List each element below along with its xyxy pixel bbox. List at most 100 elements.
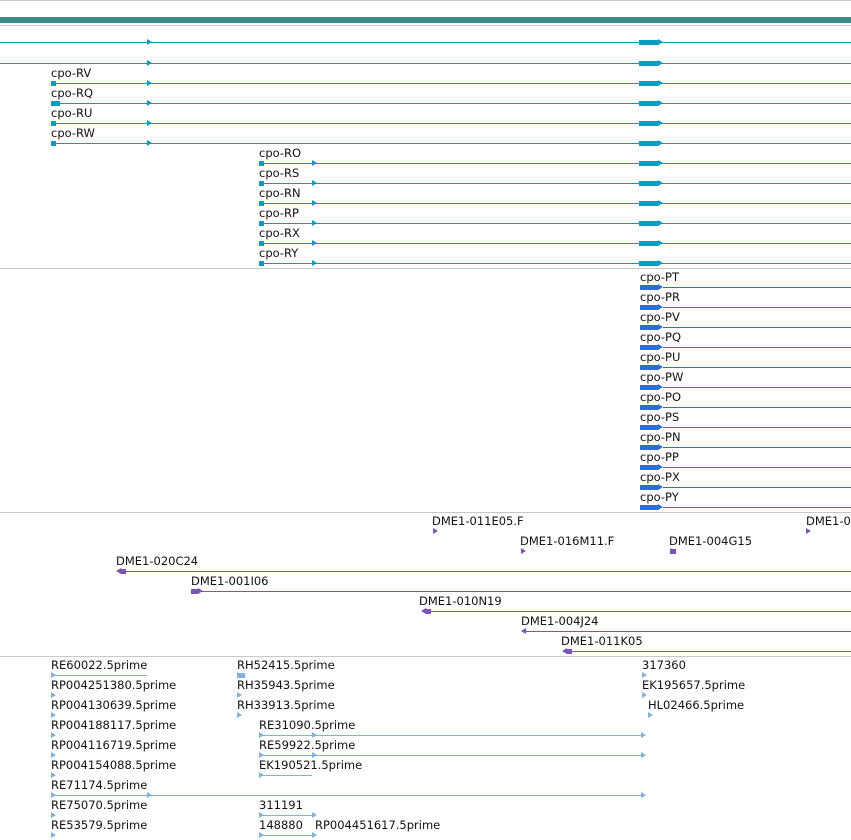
- clone-line[interactable]: [191, 591, 851, 592]
- transcript-exon[interactable]: [639, 121, 658, 126]
- transcript-line[interactable]: [259, 263, 851, 264]
- est-label: RE60022.5prime: [51, 658, 148, 672]
- transcript-exon[interactable]: [259, 161, 264, 166]
- transcript-line[interactable]: [259, 203, 851, 204]
- transcript-line[interactable]: [51, 103, 851, 104]
- est-label: EK190521.5prime: [259, 758, 363, 772]
- est-right-arrow-icon: [51, 672, 56, 678]
- cds-line[interactable]: [663, 487, 851, 488]
- cds-exon[interactable]: [640, 285, 658, 290]
- cds-exon[interactable]: [640, 365, 658, 370]
- transcript-right-arrow-icon: [312, 240, 317, 246]
- transcript-exon[interactable]: [639, 201, 658, 206]
- est-right-arrow-icon: [51, 692, 56, 698]
- transcript-exon[interactable]: [259, 221, 264, 226]
- cds-exon[interactable]: [640, 445, 658, 450]
- est-right-arrow-icon: [51, 832, 56, 838]
- cds-exon[interactable]: [640, 305, 658, 310]
- transcript-exon[interactable]: [639, 161, 658, 166]
- cds-line[interactable]: [663, 287, 851, 288]
- cds-line[interactable]: [663, 387, 851, 388]
- est-right-arrow-icon: [259, 832, 264, 838]
- clone-line[interactable]: [426, 611, 851, 612]
- est-line[interactable]: [259, 755, 641, 756]
- est-line[interactable]: [259, 775, 312, 776]
- transcript-exon[interactable]: [51, 141, 56, 146]
- transcript-right-arrow-icon: [658, 60, 663, 66]
- cds-line[interactable]: [663, 407, 851, 408]
- transcript-exon[interactable]: [639, 141, 658, 146]
- transcript-line[interactable]: [259, 163, 851, 164]
- est-line[interactable]: [259, 835, 312, 836]
- cds-exon[interactable]: [640, 465, 658, 470]
- transcript-exon[interactable]: [639, 241, 658, 246]
- clone-left-arrow-icon: [116, 568, 121, 574]
- gene-span-bar[interactable]: [0, 17, 851, 23]
- transcript-right-arrow-icon: [658, 140, 663, 146]
- transcript-exon[interactable]: [51, 121, 56, 126]
- cds-line[interactable]: [663, 447, 851, 448]
- cds-label: cpo-PV: [640, 310, 680, 324]
- cds-line[interactable]: [663, 327, 851, 328]
- clone-line[interactable]: [121, 571, 851, 572]
- transcript-line[interactable]: [259, 223, 851, 224]
- transcript-exon[interactable]: [259, 261, 264, 266]
- est-line[interactable]: [51, 795, 641, 796]
- cds-exon[interactable]: [640, 485, 658, 490]
- cds-line[interactable]: [663, 347, 851, 348]
- clone-exon[interactable]: [567, 649, 572, 654]
- clone-line[interactable]: [567, 651, 851, 652]
- est-line[interactable]: [51, 675, 147, 676]
- cds-line[interactable]: [663, 367, 851, 368]
- cds-label: cpo-PO: [640, 390, 682, 404]
- transcript-exon[interactable]: [639, 40, 658, 45]
- transcript-exon[interactable]: [259, 181, 264, 186]
- cds-line[interactable]: [663, 427, 851, 428]
- clone-label: DME1-004G15: [669, 534, 753, 548]
- transcript-exon[interactable]: [51, 81, 56, 86]
- clone-exon[interactable]: [191, 589, 198, 594]
- transcript-exon[interactable]: [259, 241, 264, 246]
- transcript-right-arrow-icon: [147, 100, 152, 106]
- est-label: RE71174.5prime: [51, 778, 148, 792]
- transcript-right-arrow-icon: [658, 200, 663, 206]
- clone-right-arrow-icon: [806, 528, 811, 534]
- transcript-line[interactable]: [51, 83, 851, 84]
- cds-exon[interactable]: [640, 385, 658, 390]
- cds-line[interactable]: [663, 467, 851, 468]
- transcript-right-arrow-icon: [658, 220, 663, 226]
- transcript-line[interactable]: [51, 143, 851, 144]
- track-separator-3: [0, 656, 851, 657]
- transcript-line[interactable]: [51, 123, 851, 124]
- transcript-exon[interactable]: [639, 61, 658, 66]
- transcript-exon[interactable]: [639, 101, 658, 106]
- cds-exon[interactable]: [640, 505, 658, 510]
- est-label: RP004451617.5prime: [315, 818, 441, 832]
- transcript-exon[interactable]: [51, 101, 60, 106]
- cds-exon[interactable]: [640, 325, 658, 330]
- est-line[interactable]: [259, 815, 312, 816]
- transcript-right-arrow-icon: [147, 80, 152, 86]
- transcript-exon[interactable]: [639, 81, 658, 86]
- cds-right-arrow-icon: [658, 364, 663, 370]
- clone-exon[interactable]: [121, 569, 126, 574]
- transcript-exon[interactable]: [639, 221, 658, 226]
- transcript-line[interactable]: [0, 42, 851, 43]
- clone-exon[interactable]: [426, 609, 431, 614]
- transcript-right-arrow-icon: [658, 100, 663, 106]
- transcript-line[interactable]: [259, 183, 851, 184]
- transcript-line[interactable]: [0, 63, 851, 64]
- transcript-exon[interactable]: [639, 181, 658, 186]
- cds-exon[interactable]: [640, 345, 658, 350]
- cds-line[interactable]: [663, 307, 851, 308]
- transcript-exon[interactable]: [639, 261, 658, 266]
- cds-exon[interactable]: [640, 405, 658, 410]
- transcript-line[interactable]: [259, 243, 851, 244]
- transcript-exon[interactable]: [259, 201, 264, 206]
- cds-line[interactable]: [663, 507, 851, 508]
- cds-exon[interactable]: [640, 425, 658, 430]
- clone-left-arrow-icon: [562, 648, 567, 654]
- transcript-label: cpo-RO: [259, 146, 302, 160]
- clone-line[interactable]: [526, 631, 851, 632]
- est-line[interactable]: [259, 735, 641, 736]
